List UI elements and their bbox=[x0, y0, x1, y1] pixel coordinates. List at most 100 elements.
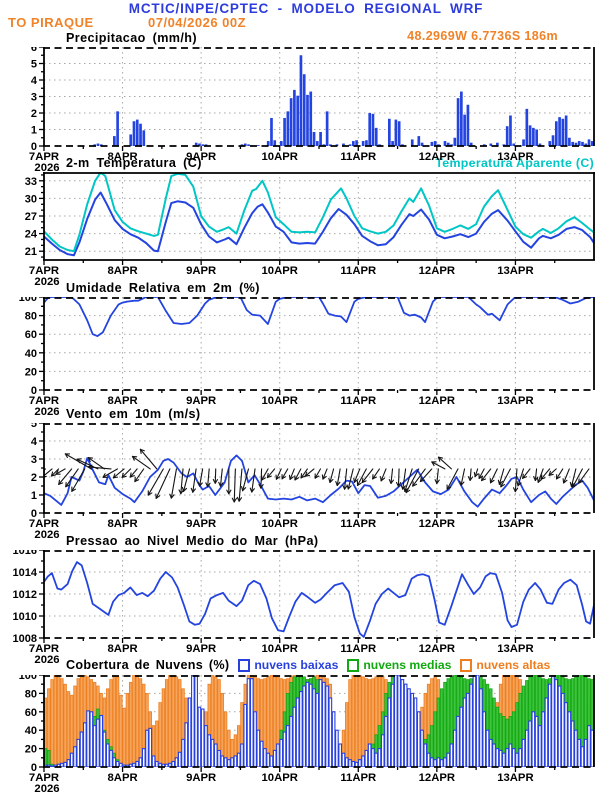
axis-ticks bbox=[39, 47, 556, 151]
location-coordinates: 48.2969W 6.7736S 186m bbox=[407, 29, 558, 43]
precip-bar bbox=[96, 143, 100, 146]
precip-bar bbox=[279, 141, 283, 146]
svg-text:0: 0 bbox=[31, 385, 37, 397]
precip-bar bbox=[348, 144, 352, 146]
axis-labels: 21 24 27 30 33 7APR 8APR 9APR 10APR 11APR 12APR 13A… bbox=[25, 176, 534, 286]
svg-text:1010: 1010 bbox=[13, 611, 37, 623]
svg-text:9APR: 9APR bbox=[186, 265, 216, 277]
svg-text:10APR: 10APR bbox=[262, 518, 298, 530]
svg-text:11APR: 11APR bbox=[340, 772, 376, 784]
precip-bar bbox=[368, 113, 372, 146]
precip-bar bbox=[374, 127, 378, 146]
axis-labels: 0 1 2 3 4 5 6 7APR 8APR 9APR 10APR 11APR 12APR 13APR 2… bbox=[29, 47, 534, 172]
precip-bar bbox=[319, 131, 322, 146]
precip-bar bbox=[388, 118, 391, 146]
axis-ticks bbox=[39, 550, 556, 643]
svg-text:4: 4 bbox=[31, 75, 38, 87]
precip-bar bbox=[532, 127, 535, 146]
precip-bar bbox=[243, 143, 247, 146]
svg-text:1: 1 bbox=[31, 490, 37, 502]
precip-bar bbox=[581, 141, 584, 146]
svg-text:2026: 2026 bbox=[34, 529, 59, 539]
series bbox=[44, 297, 594, 337]
svg-text:7APR: 7APR bbox=[29, 151, 59, 163]
series-line bbox=[44, 297, 594, 337]
svg-text:12APR: 12APR bbox=[419, 395, 455, 407]
svg-text:3: 3 bbox=[31, 92, 37, 104]
svg-text:9APR: 9APR bbox=[186, 518, 216, 530]
svg-text:13APR: 13APR bbox=[497, 643, 533, 655]
precip-bar bbox=[306, 94, 309, 146]
panel-title-pressure: Pressao ao Nivel Medio do Mar (hPa) bbox=[66, 534, 319, 548]
svg-text:20: 20 bbox=[25, 744, 37, 756]
series-line bbox=[44, 561, 594, 638]
precip-bar bbox=[270, 117, 273, 146]
precip-bar bbox=[201, 144, 205, 146]
svg-text:4: 4 bbox=[31, 436, 38, 448]
svg-text:2: 2 bbox=[31, 108, 37, 120]
precip-bar bbox=[525, 108, 529, 146]
svg-text:1014: 1014 bbox=[13, 567, 38, 579]
precip-bar bbox=[325, 111, 329, 146]
precip-bar bbox=[397, 121, 401, 146]
precip-bar bbox=[309, 91, 313, 146]
precip-bar bbox=[548, 141, 552, 146]
precip-bar bbox=[489, 143, 493, 146]
precip-bar bbox=[568, 137, 571, 146]
svg-text:8APR: 8APR bbox=[108, 772, 138, 784]
station-name: TO PIRAQUE bbox=[8, 15, 94, 30]
svg-text:40: 40 bbox=[25, 725, 37, 737]
series bbox=[93, 55, 594, 146]
precip-bar bbox=[129, 134, 133, 146]
precip-bar bbox=[315, 141, 319, 146]
svg-text:12APR: 12APR bbox=[419, 518, 455, 530]
svg-text:13APR: 13APR bbox=[497, 772, 533, 784]
svg-text:9APR: 9APR bbox=[186, 151, 216, 163]
precip-bar bbox=[505, 126, 509, 146]
svg-text:13APR: 13APR bbox=[497, 151, 533, 163]
precip-bar bbox=[365, 140, 368, 146]
legend-mid-clouds: nuvens medias bbox=[347, 658, 451, 672]
series bbox=[44, 172, 594, 257]
panel-title-cloud-cover-row: Cobertura de Nuvens (%) nuvens baixas nu… bbox=[66, 658, 602, 672]
svg-text:80: 80 bbox=[25, 311, 37, 323]
series-line bbox=[44, 454, 594, 508]
temperature-chart: 21 24 27 30 33 7APR 8APR 9APR 10APR 11APR 12APR 13A… bbox=[25, 172, 595, 286]
svg-text:8APR: 8APR bbox=[108, 518, 138, 530]
precipitation-chart: 0 1 2 3 4 5 6 7APR 8APR 9APR 10APR 11APR 12APR 13APR 2… bbox=[29, 47, 595, 172]
precip-bar bbox=[283, 117, 286, 146]
svg-text:13APR: 13APR bbox=[497, 395, 533, 407]
legend-apparent-temperature: Temperatura Aparente (C) bbox=[435, 156, 594, 170]
precip-bar bbox=[509, 115, 512, 146]
gridlines bbox=[44, 550, 594, 638]
precip-bar bbox=[296, 95, 300, 146]
precip-bar bbox=[558, 117, 561, 146]
precip-bar bbox=[551, 135, 555, 146]
precip-bar bbox=[273, 140, 277, 146]
precip-bar bbox=[293, 89, 296, 146]
precip-bar bbox=[247, 144, 250, 146]
precip-bar bbox=[443, 141, 447, 146]
precip-bar bbox=[496, 142, 499, 146]
precip-bar bbox=[420, 142, 424, 146]
high-clouds-swatch-icon bbox=[460, 658, 473, 672]
precip-bar bbox=[361, 141, 365, 146]
svg-text:5: 5 bbox=[31, 423, 37, 430]
precip-bar bbox=[463, 114, 466, 146]
svg-text:12APR: 12APR bbox=[419, 265, 455, 277]
axis-labels: 1008 1010 1012 1014 1016 7APR 8APR 9APR 10APR 11A… bbox=[13, 550, 534, 664]
legend-high-clouds-label: nuvens altas bbox=[476, 658, 551, 672]
svg-text:2026: 2026 bbox=[34, 406, 59, 416]
precip-bar bbox=[446, 142, 450, 146]
run-datetime: 07/04/2026 00Z bbox=[148, 15, 247, 30]
svg-text:24: 24 bbox=[25, 229, 38, 241]
svg-text:0: 0 bbox=[31, 141, 37, 153]
precip-bar bbox=[554, 121, 558, 146]
svg-text:3: 3 bbox=[31, 454, 37, 466]
svg-text:21: 21 bbox=[25, 246, 37, 258]
svg-text:8APR: 8APR bbox=[108, 643, 138, 655]
precip-bar bbox=[587, 139, 591, 146]
svg-text:7APR: 7APR bbox=[29, 772, 59, 784]
svg-text:11APR: 11APR bbox=[340, 518, 376, 530]
